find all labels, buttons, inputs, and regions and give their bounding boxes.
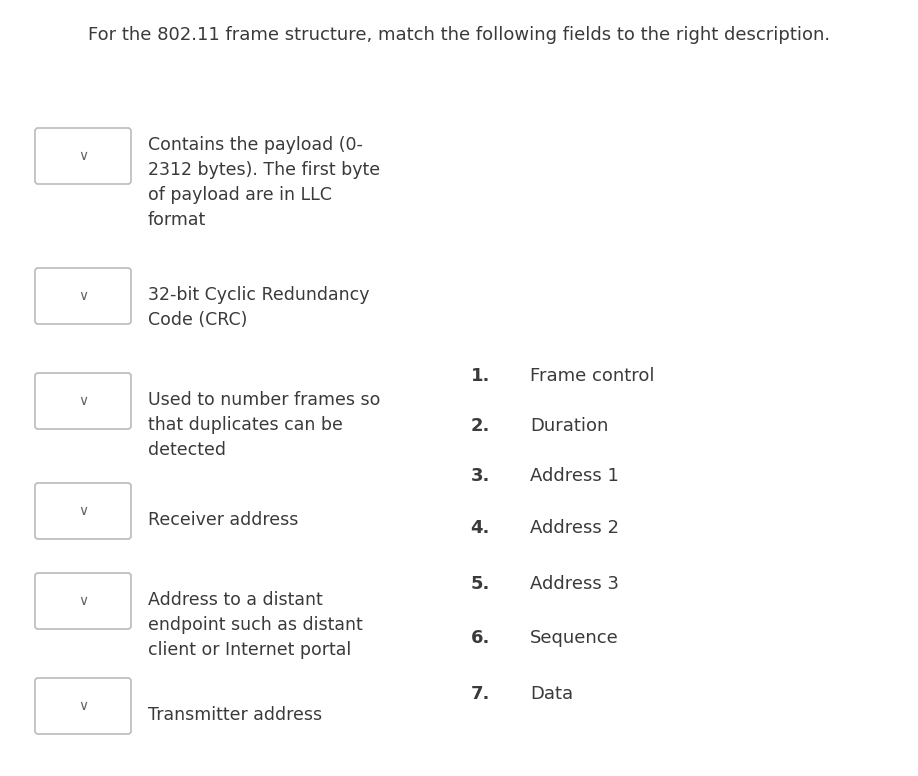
Text: Frame control: Frame control xyxy=(530,367,655,385)
Text: ∨: ∨ xyxy=(78,699,88,713)
Text: Data: Data xyxy=(530,685,573,703)
Text: 3.: 3. xyxy=(471,467,490,485)
Text: Receiver address: Receiver address xyxy=(148,511,298,529)
Text: ∨: ∨ xyxy=(78,289,88,303)
FancyBboxPatch shape xyxy=(35,573,131,629)
Text: Address 1: Address 1 xyxy=(530,467,619,485)
Text: 1.: 1. xyxy=(471,367,490,385)
Text: Contains the payload (0-
2312 bytes). The first byte
of payload are in LLC
forma: Contains the payload (0- 2312 bytes). Th… xyxy=(148,136,380,229)
Text: 32-bit Cyclic Redundancy
Code (CRC): 32-bit Cyclic Redundancy Code (CRC) xyxy=(148,286,370,329)
Text: ∨: ∨ xyxy=(78,594,88,608)
FancyBboxPatch shape xyxy=(35,678,131,734)
Text: ∨: ∨ xyxy=(78,149,88,163)
Text: Sequence: Sequence xyxy=(530,629,619,647)
FancyBboxPatch shape xyxy=(35,268,131,324)
Text: For the 802.11 frame structure, match the following fields to the right descript: For the 802.11 frame structure, match th… xyxy=(88,26,830,44)
Text: Transmitter address: Transmitter address xyxy=(148,706,322,724)
FancyBboxPatch shape xyxy=(35,128,131,184)
Text: Duration: Duration xyxy=(530,417,609,435)
Text: ∨: ∨ xyxy=(78,394,88,408)
Text: 5.: 5. xyxy=(471,575,490,593)
FancyBboxPatch shape xyxy=(35,373,131,429)
Text: 6.: 6. xyxy=(471,629,490,647)
Text: 4.: 4. xyxy=(471,519,490,537)
Text: ∨: ∨ xyxy=(78,504,88,518)
Text: Used to number frames so
that duplicates can be
detected: Used to number frames so that duplicates… xyxy=(148,391,380,459)
Text: Address 3: Address 3 xyxy=(530,575,619,593)
Text: Address 2: Address 2 xyxy=(530,519,619,537)
Text: Address to a distant
endpoint such as distant
client or Internet portal: Address to a distant endpoint such as di… xyxy=(148,591,363,659)
Text: 7.: 7. xyxy=(471,685,490,703)
FancyBboxPatch shape xyxy=(35,483,131,539)
Text: 2.: 2. xyxy=(471,417,490,435)
